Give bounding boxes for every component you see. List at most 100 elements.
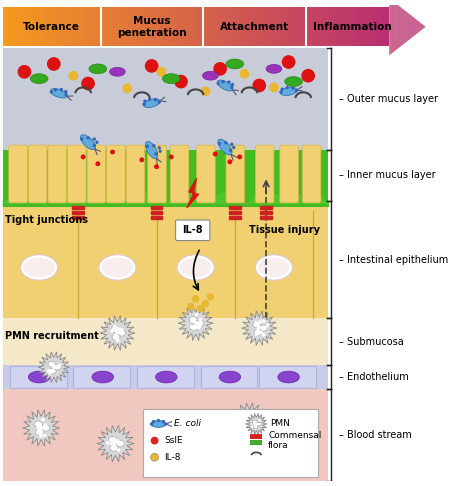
Bar <box>208 7 209 46</box>
Bar <box>87 7 88 46</box>
Bar <box>10 366 66 388</box>
FancyBboxPatch shape <box>67 145 86 203</box>
Circle shape <box>247 419 251 423</box>
Ellipse shape <box>189 316 197 323</box>
Bar <box>271 7 272 46</box>
Circle shape <box>116 331 119 334</box>
Bar <box>136 7 137 46</box>
Bar <box>388 7 389 46</box>
Circle shape <box>157 419 159 421</box>
FancyBboxPatch shape <box>302 145 321 203</box>
Circle shape <box>202 301 209 307</box>
Bar <box>204 7 205 46</box>
Polygon shape <box>242 311 277 346</box>
FancyBboxPatch shape <box>280 145 299 203</box>
Circle shape <box>253 79 266 92</box>
Bar <box>334 7 335 46</box>
Circle shape <box>188 304 194 310</box>
Bar <box>73 211 84 214</box>
Text: Tolerance: Tolerance <box>22 22 79 32</box>
Bar <box>379 7 380 46</box>
FancyBboxPatch shape <box>226 145 245 203</box>
Bar <box>147 7 148 46</box>
Bar <box>222 7 223 46</box>
Bar <box>138 7 139 46</box>
Circle shape <box>194 324 197 327</box>
Bar <box>33 7 34 46</box>
Bar <box>74 7 75 46</box>
Bar <box>49 7 51 46</box>
Bar <box>143 7 145 46</box>
Text: IL-8: IL-8 <box>182 226 203 235</box>
Bar <box>294 7 295 46</box>
Bar <box>267 7 268 46</box>
Text: – Blood stream: – Blood stream <box>339 430 412 440</box>
Ellipse shape <box>253 321 261 328</box>
Circle shape <box>48 371 52 375</box>
Ellipse shape <box>112 334 120 340</box>
Polygon shape <box>398 5 399 49</box>
Circle shape <box>213 62 227 76</box>
Bar <box>53 7 55 46</box>
Ellipse shape <box>143 99 160 107</box>
Polygon shape <box>412 17 413 37</box>
Ellipse shape <box>285 77 302 87</box>
Circle shape <box>163 420 164 422</box>
Ellipse shape <box>278 371 300 383</box>
Circle shape <box>247 420 251 424</box>
Circle shape <box>116 339 119 342</box>
Polygon shape <box>415 19 416 35</box>
Bar <box>232 7 234 46</box>
Bar <box>250 7 252 46</box>
Bar <box>178 7 179 46</box>
Bar <box>34 7 35 46</box>
Bar <box>184 7 186 46</box>
Ellipse shape <box>196 320 204 326</box>
Bar <box>102 7 103 46</box>
Circle shape <box>110 442 114 446</box>
Text: IL-8: IL-8 <box>164 453 181 462</box>
Bar <box>373 7 374 46</box>
Circle shape <box>292 87 294 89</box>
Circle shape <box>172 436 175 440</box>
FancyBboxPatch shape <box>170 145 189 203</box>
Bar <box>97 7 98 46</box>
Bar <box>367 7 369 46</box>
Bar <box>250 434 262 439</box>
Circle shape <box>145 59 158 73</box>
Bar <box>16 7 17 46</box>
Polygon shape <box>422 24 423 29</box>
Bar <box>195 7 196 46</box>
Bar <box>168 7 169 46</box>
Polygon shape <box>416 19 417 35</box>
Bar <box>288 7 289 46</box>
Bar <box>96 7 97 46</box>
Bar <box>366 7 367 46</box>
Text: – Submucosa: – Submucosa <box>339 337 404 347</box>
Bar <box>164 7 165 46</box>
Circle shape <box>251 425 253 428</box>
Circle shape <box>48 369 52 372</box>
Circle shape <box>55 89 56 91</box>
Bar <box>286 7 288 46</box>
Bar <box>183 7 184 46</box>
Circle shape <box>250 413 254 417</box>
Circle shape <box>253 424 255 426</box>
Bar <box>258 7 259 46</box>
Bar <box>191 7 192 46</box>
Bar <box>279 7 280 46</box>
Circle shape <box>269 83 279 92</box>
Polygon shape <box>418 20 419 33</box>
Circle shape <box>301 69 315 83</box>
Ellipse shape <box>111 327 119 332</box>
Bar <box>57 7 58 46</box>
Circle shape <box>110 330 113 333</box>
Bar <box>58 7 60 46</box>
Bar <box>98 7 100 46</box>
Circle shape <box>112 443 116 446</box>
Bar <box>22 7 24 46</box>
Bar <box>248 7 249 46</box>
Bar <box>201 366 257 388</box>
FancyBboxPatch shape <box>148 145 166 203</box>
Circle shape <box>96 141 98 143</box>
